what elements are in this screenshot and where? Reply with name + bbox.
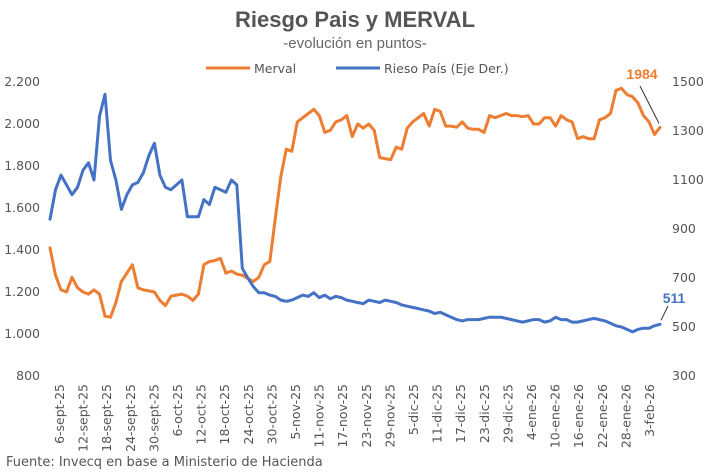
x-tick-label: 28-ene-26 xyxy=(618,384,633,448)
left-axis: 800 1.000 1.200 1.400 1.600 1.800 2.000 2.200 xyxy=(4,74,40,383)
x-tick-label: 10-ene-26 xyxy=(548,384,563,448)
merval-callout-line xyxy=(639,85,660,124)
x-tick-label: 23-dic-25 xyxy=(477,384,492,443)
series-line-merval xyxy=(48,86,662,319)
x-tick-label: 5-dic-25 xyxy=(406,384,421,435)
left-tick-label: 800 xyxy=(16,368,40,383)
x-tick-label: 11-nov-25 xyxy=(312,384,327,447)
x-tick-label: 3-feb-26 xyxy=(642,384,657,437)
x-tick-label: 30-oct-25 xyxy=(264,384,279,445)
right-tick-label: 1100 xyxy=(672,172,704,187)
series-line-riesgo-pais xyxy=(48,92,662,334)
right-axis: 300 500 700 900 1100 1300 1500 xyxy=(672,74,704,383)
x-tick-label: 12-oct-25 xyxy=(194,384,209,445)
series-layer xyxy=(48,86,662,334)
right-tick-label: 900 xyxy=(672,221,696,236)
left-tick-label: 1.000 xyxy=(4,326,40,341)
left-tick-label: 1.200 xyxy=(4,284,40,299)
legend: Merval Rieso País (Eje Der.) xyxy=(206,61,509,76)
left-tick-label: 1.600 xyxy=(4,200,40,215)
right-tick-label: 500 xyxy=(672,319,696,334)
right-tick-label: 1500 xyxy=(672,74,704,89)
legend-label-riesgo: Rieso País (Eje Der.) xyxy=(384,61,509,76)
x-tick-label: 4-ene-26 xyxy=(524,384,539,440)
chart-subtitle: -evolución en puntos- xyxy=(283,35,426,52)
x-tick-label: 18-sept-25 xyxy=(99,384,114,452)
chart-title: Riesgo Pais y MERVAL xyxy=(235,7,475,32)
x-tick-label: 18-oct-25 xyxy=(217,384,232,445)
source-note: Fuente: Invecq en base a Ministerio de H… xyxy=(6,455,323,470)
x-tick-label: 17-dic-25 xyxy=(453,384,468,443)
x-axis: 6-sept-25 12-sept-25 18-sept-25 24-sept-25 3… xyxy=(52,384,657,452)
annotation-layer: 1984 511 xyxy=(626,66,686,321)
x-tick-label: 23-nov-25 xyxy=(359,384,374,447)
x-tick-label: 6-oct-25 xyxy=(170,384,185,437)
x-tick-label: 24-sept-25 xyxy=(123,384,138,452)
right-tick-label: 1300 xyxy=(672,123,704,138)
merval-end-label: 1984 xyxy=(626,66,657,82)
x-tick-label: 24-oct-25 xyxy=(241,384,256,445)
left-tick-label: 1.800 xyxy=(4,158,40,173)
riesgo-end-label: 511 xyxy=(663,290,686,306)
x-tick-label: 16-ene-26 xyxy=(571,384,586,448)
right-tick-label: 700 xyxy=(672,270,696,285)
x-tick-label: 22-ene-26 xyxy=(595,384,610,448)
left-tick-label: 2.000 xyxy=(4,116,40,131)
x-tick-label: 17-nov-25 xyxy=(335,384,350,447)
x-tick-label: 30-sept-25 xyxy=(146,384,161,452)
x-tick-label: 5-nov-25 xyxy=(288,384,303,440)
x-tick-label: 6-sept-25 xyxy=(52,384,67,444)
x-tick-label: 11-dic-25 xyxy=(430,384,445,443)
right-tick-label: 300 xyxy=(672,368,696,383)
x-tick-label: 29-nov-25 xyxy=(382,384,397,447)
left-tick-label: 1.400 xyxy=(4,242,40,257)
legend-label-merval: Merval xyxy=(254,61,296,76)
left-tick-label: 2.200 xyxy=(4,74,40,89)
x-tick-label: 29-dic-25 xyxy=(500,384,515,443)
x-tick-label: 12-sept-25 xyxy=(76,384,91,452)
riesgo-callout-line xyxy=(660,305,669,321)
